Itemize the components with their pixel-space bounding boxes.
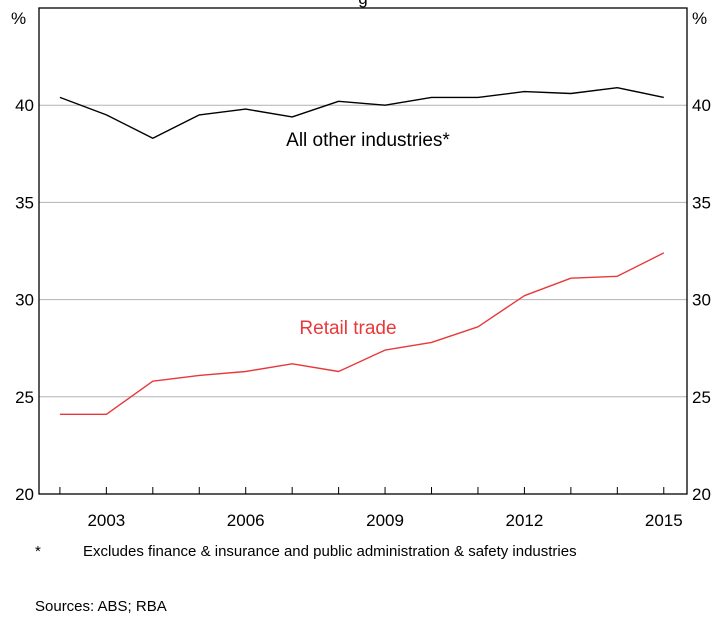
y-tick-right-40: 40	[692, 96, 711, 115]
x-tick-2006: 2006	[227, 511, 265, 530]
series-line-retail-trade	[59, 252, 665, 415]
y-tick-right-25: 25	[692, 388, 711, 407]
plot-frame	[38, 7, 688, 495]
sources-note: Sources: ABS; RBA	[35, 598, 167, 615]
chart-title-fragment: g	[358, 0, 367, 8]
x-tick-2012: 2012	[506, 511, 544, 530]
y-tick-labels-right: 20 25 30 35 40	[692, 96, 711, 504]
footnote-marker: *	[35, 543, 41, 560]
y-tick-left-35: 35	[15, 193, 34, 212]
x-tick-2009: 2009	[366, 511, 404, 530]
x-tick-2015: 2015	[645, 511, 683, 530]
y-tick-right-35: 35	[692, 193, 711, 212]
unit-label-left: %	[11, 9, 26, 28]
series-label-all-other: All other industries*	[286, 130, 450, 151]
y-tick-right-20: 20	[692, 485, 711, 504]
gridlines	[39, 104, 687, 398]
y-tick-left-40: 40	[15, 96, 34, 115]
y-tick-left-20: 20	[15, 485, 34, 504]
y-tick-right-30: 30	[692, 291, 711, 310]
y-tick-left-30: 30	[15, 291, 34, 310]
series-label-retail: Retail trade	[299, 318, 396, 339]
series-line-all-other-industries	[59, 86, 664, 139]
y-tick-labels-left: 20 25 30 35 40	[15, 96, 34, 504]
x-tick-marks	[59, 487, 665, 494]
unit-label-right: %	[692, 9, 707, 28]
y-tick-left-25: 25	[15, 388, 34, 407]
x-tick-labels: 2003 2006 2009 2012 2015	[87, 511, 682, 530]
series-lines	[59, 86, 665, 415]
x-tick-2003: 2003	[87, 511, 125, 530]
footnote-text: Excludes finance & insurance and public …	[83, 543, 577, 560]
